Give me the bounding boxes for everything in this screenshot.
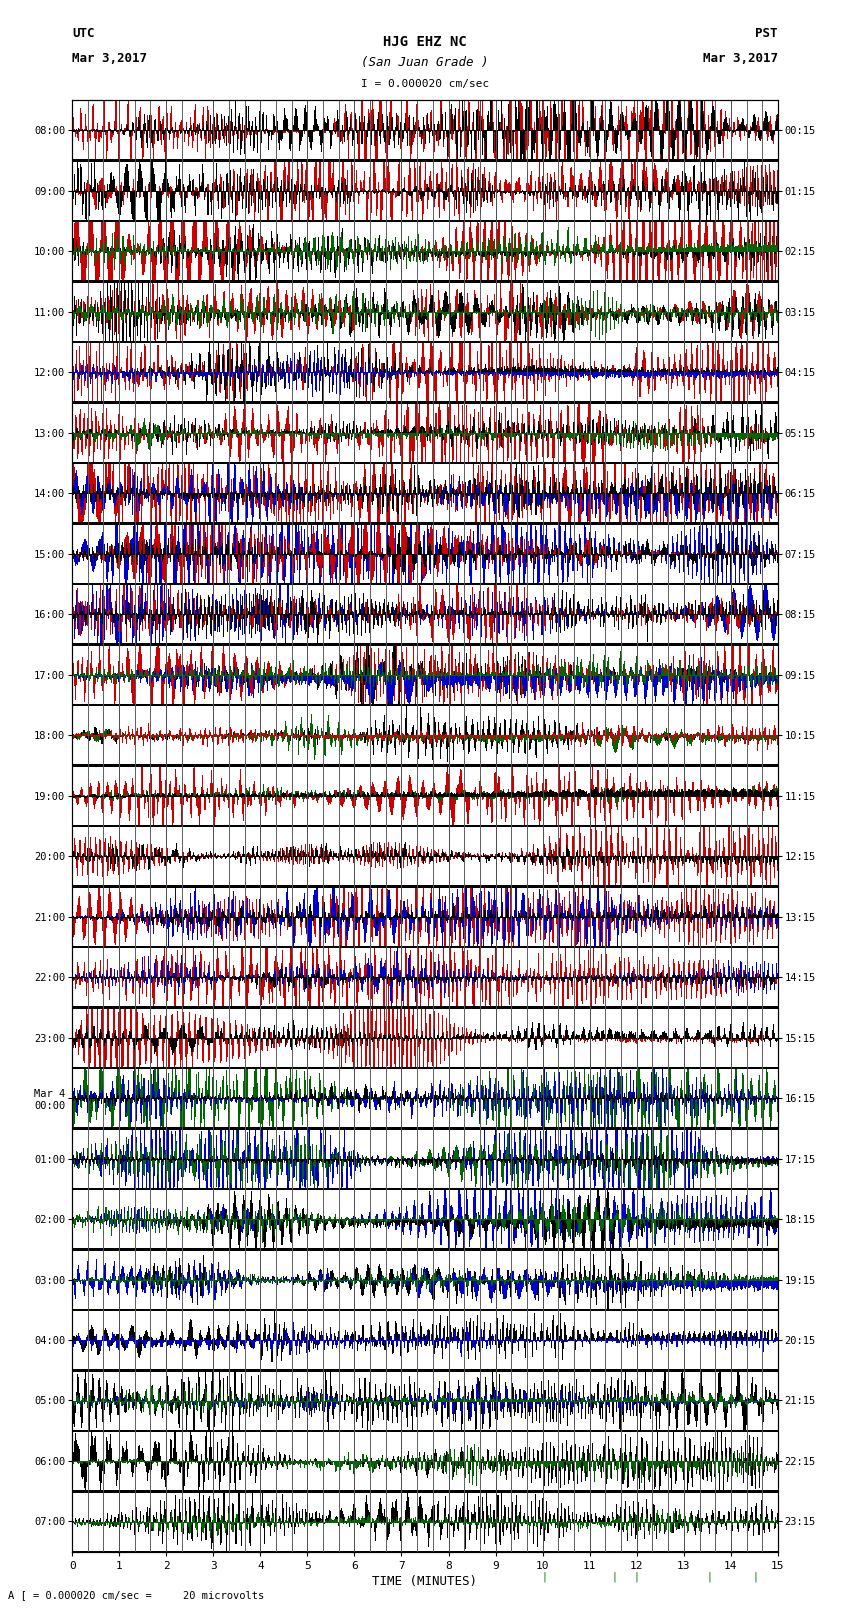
Text: A [ = 0.000020 cm/sec =     20 microvolts: A [ = 0.000020 cm/sec = 20 microvolts — [8, 1590, 264, 1600]
X-axis label: TIME (MINUTES): TIME (MINUTES) — [372, 1574, 478, 1587]
Text: |: | — [706, 1571, 712, 1582]
Text: |: | — [612, 1571, 617, 1582]
Text: Mar 3,2017: Mar 3,2017 — [703, 52, 778, 65]
Text: (San Juan Grade ): (San Juan Grade ) — [361, 56, 489, 69]
Text: I = 0.000020 cm/sec: I = 0.000020 cm/sec — [361, 79, 489, 89]
Text: PST: PST — [756, 27, 778, 40]
Text: |: | — [634, 1571, 639, 1582]
Text: UTC: UTC — [72, 27, 94, 40]
Text: |: | — [542, 1571, 548, 1582]
Text: Mar 3,2017: Mar 3,2017 — [72, 52, 147, 65]
Text: |: | — [752, 1571, 758, 1582]
Text: HJG EHZ NC: HJG EHZ NC — [383, 35, 467, 50]
